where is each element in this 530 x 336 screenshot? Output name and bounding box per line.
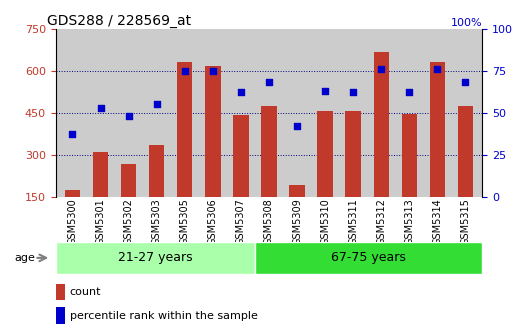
Text: 100%: 100% bbox=[450, 18, 482, 28]
Point bbox=[237, 90, 245, 95]
Point bbox=[68, 132, 77, 137]
Bar bbox=[56, 307, 65, 324]
Point bbox=[153, 101, 161, 107]
Bar bbox=[205, 67, 220, 197]
Bar bbox=[121, 164, 136, 197]
Text: percentile rank within the sample: percentile rank within the sample bbox=[70, 310, 258, 321]
Point bbox=[461, 80, 470, 85]
Point bbox=[377, 66, 385, 72]
Bar bbox=[374, 52, 389, 197]
Bar bbox=[458, 106, 473, 197]
Bar bbox=[402, 114, 417, 197]
Bar bbox=[233, 115, 249, 197]
Point bbox=[293, 123, 301, 129]
Bar bbox=[149, 145, 164, 197]
Bar bbox=[255, 242, 482, 274]
Point bbox=[405, 90, 413, 95]
Bar bbox=[346, 111, 361, 197]
Point bbox=[433, 66, 441, 72]
Point bbox=[125, 113, 133, 119]
Bar bbox=[261, 106, 277, 197]
Bar bbox=[65, 190, 80, 197]
Text: 21-27 years: 21-27 years bbox=[118, 251, 192, 264]
Point bbox=[209, 68, 217, 73]
Text: count: count bbox=[70, 287, 101, 297]
Bar bbox=[56, 242, 255, 274]
Point bbox=[321, 88, 329, 93]
Point bbox=[181, 68, 189, 73]
Bar bbox=[177, 62, 192, 197]
Text: age: age bbox=[14, 253, 35, 263]
Bar bbox=[93, 152, 108, 197]
Point bbox=[264, 80, 273, 85]
Text: 67-75 years: 67-75 years bbox=[331, 251, 406, 264]
Bar bbox=[317, 111, 333, 197]
Bar bbox=[56, 284, 65, 300]
Bar bbox=[430, 62, 445, 197]
Bar bbox=[289, 185, 305, 197]
Text: GDS288 / 228569_at: GDS288 / 228569_at bbox=[47, 13, 191, 28]
Point bbox=[349, 90, 357, 95]
Point bbox=[96, 105, 105, 110]
